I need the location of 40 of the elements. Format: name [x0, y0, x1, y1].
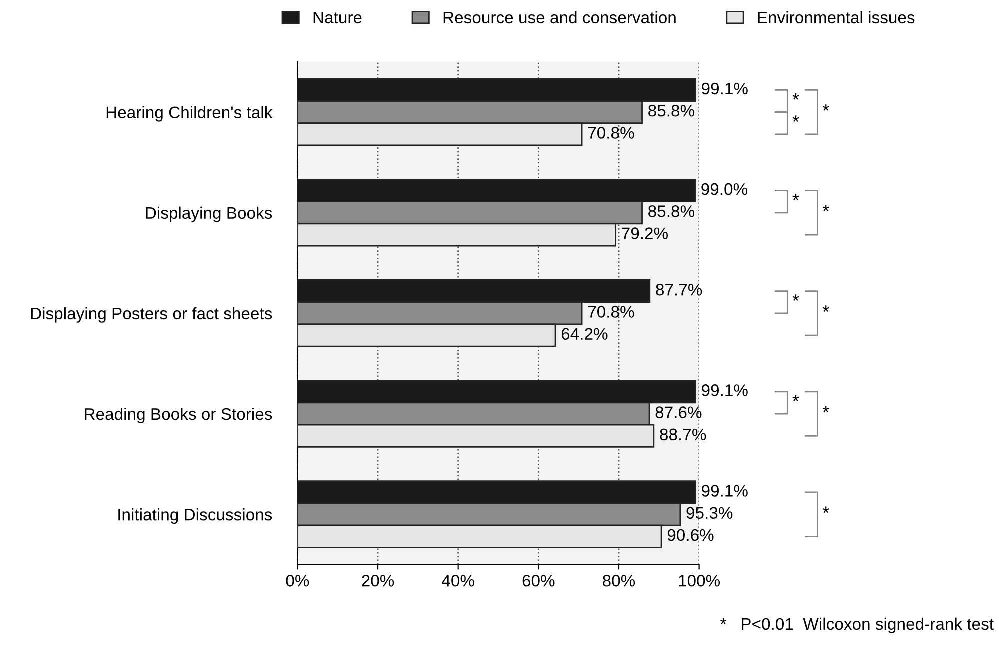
- text: *: [792, 395, 800, 402]
- data-label: 87.6%: [656, 406, 702, 418]
- text: *: [792, 194, 800, 200]
- data-label: 87.7%: [656, 284, 702, 296]
- text: *: [792, 294, 800, 301]
- y-tick-label: Reading Books or Stories: [85, 408, 272, 424]
- x-tick-label: 40%: [442, 575, 474, 587]
- y-tick-label: Hearing Children's talk: [106, 106, 273, 122]
- data-label: 90.6%: [668, 529, 714, 542]
- data-label: 70.8%: [588, 127, 634, 139]
- data-label: 99.1%: [702, 82, 748, 95]
- data-label: 95.3%: [686, 507, 733, 520]
- x-tick-label: 0%: [286, 575, 310, 587]
- data-label: 85.8%: [648, 104, 694, 117]
- text: *: [822, 406, 830, 413]
- y-tick-label: Displaying Posters or fact sheets: [31, 307, 272, 323]
- text: *: [822, 306, 830, 312]
- text: *: [822, 506, 830, 514]
- x-tick-label: 80%: [603, 575, 636, 587]
- legend-label: Resource use and conservation: [444, 11, 676, 24]
- data-label: 64.2%: [562, 328, 608, 340]
- text: * P<0.01 Wilcoxon signed-rank test: [720, 618, 994, 634]
- text: *: [822, 205, 830, 212]
- data-label: 99.1%: [702, 384, 748, 396]
- text: *: [792, 94, 800, 100]
- y-tick-label: Initiating Discussions: [118, 508, 272, 524]
- data-label: 70.8%: [588, 306, 634, 318]
- legend-label: Environmental issues: [758, 11, 915, 24]
- legend-label: Nature: [314, 12, 362, 24]
- text: *: [822, 104, 830, 111]
- data-label: 99.1%: [702, 485, 748, 497]
- text: *: [792, 116, 800, 122]
- data-label: 99.0%: [702, 183, 748, 196]
- x-tick-label: 60%: [522, 575, 555, 587]
- data-label: 88.7%: [660, 428, 706, 441]
- y-tick-label: Displaying Books: [146, 206, 272, 222]
- data-label: 79.2%: [622, 228, 668, 240]
- data-label: 85.8%: [648, 206, 694, 218]
- x-tick-label: 20%: [362, 575, 394, 587]
- x-tick-label: 100%: [679, 575, 720, 587]
